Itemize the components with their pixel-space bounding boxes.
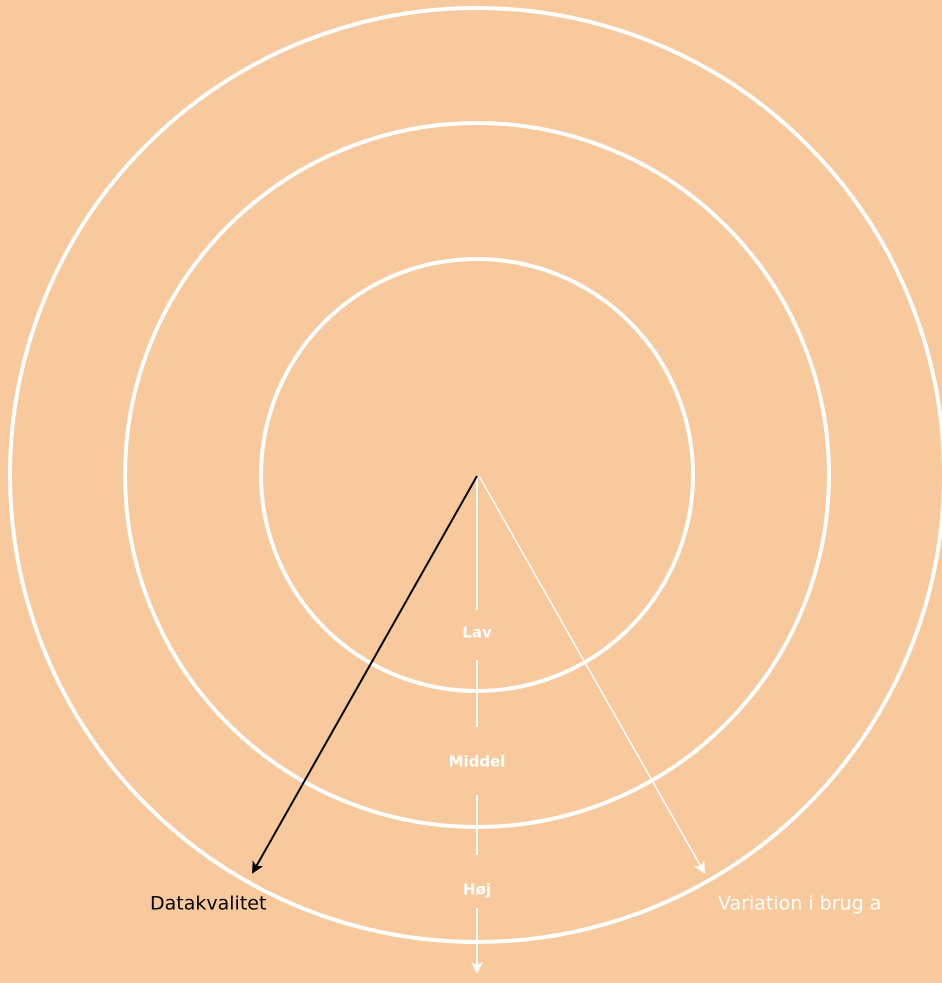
level-label: Lav — [462, 624, 492, 642]
axis-label: Variation i brug a — [718, 893, 881, 915]
level-label: Middel — [449, 753, 506, 771]
level-label: Høj — [463, 881, 491, 899]
axis-label: Datakvalitet — [150, 893, 266, 915]
white-axis-arrow — [478, 475, 705, 874]
black-axis-arrow — [252, 475, 478, 874]
